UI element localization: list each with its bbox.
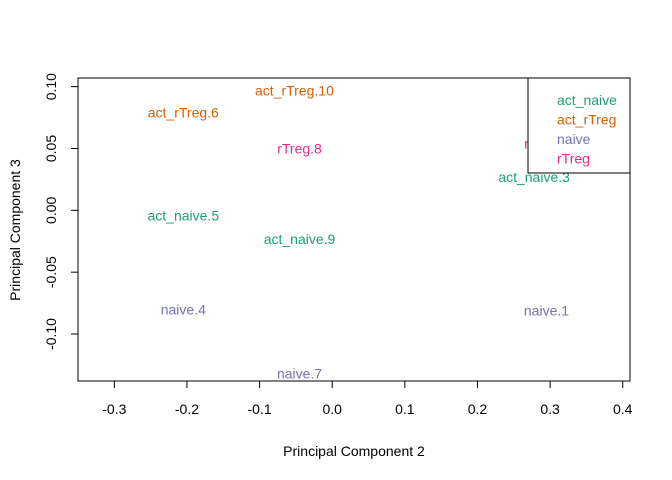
point-label: act_naive.5 <box>148 207 220 223</box>
x-tick-label: -0.1 <box>248 401 272 417</box>
x-axis: -0.3 -0.2 -0.1 0.0 0.1 0.2 0.3 0.4 <box>102 380 633 417</box>
x-tick-label: -0.3 <box>102 401 126 417</box>
point-labels: naive.1rTreg.2act_naive.3naive.4act_naiv… <box>148 82 571 381</box>
y-tick-label: -0.10 <box>43 318 59 350</box>
legend-box <box>527 77 631 174</box>
x-axis-label: Principal Component 2 <box>283 443 425 459</box>
point-label: naive.1 <box>524 303 569 319</box>
y-tick-label: 0.10 <box>43 73 59 100</box>
x-tick-label: 0.2 <box>468 401 488 417</box>
y-tick-label: -0.05 <box>43 256 59 288</box>
point-label: act_rTreg.10 <box>255 82 334 98</box>
x-tick-label: 0.1 <box>395 401 415 417</box>
legend-entry: act_naive <box>557 92 617 108</box>
point-label: rTreg.8 <box>277 140 322 156</box>
x-tick-label: 0.4 <box>613 401 633 417</box>
y-tick-label: 0.00 <box>43 196 59 223</box>
point-label: naive.4 <box>161 301 206 317</box>
point-label: act_naive.9 <box>264 231 336 247</box>
legend-entry: act_rTreg <box>557 112 616 128</box>
point-label: act_rTreg.6 <box>148 105 219 121</box>
x-tick-label: 0.3 <box>540 401 560 417</box>
y-axis: -0.10 -0.05 0.00 0.05 0.10 <box>43 73 79 350</box>
point-label: naive.7 <box>277 366 322 382</box>
x-tick-label: -0.2 <box>175 401 199 417</box>
legend-entry: naive <box>557 131 591 147</box>
x-tick-label: 0.0 <box>322 401 342 417</box>
y-axis-label: Principal Component 3 <box>7 159 23 301</box>
y-tick-label: 0.05 <box>43 135 59 162</box>
legend-entry: rTreg <box>557 151 590 167</box>
